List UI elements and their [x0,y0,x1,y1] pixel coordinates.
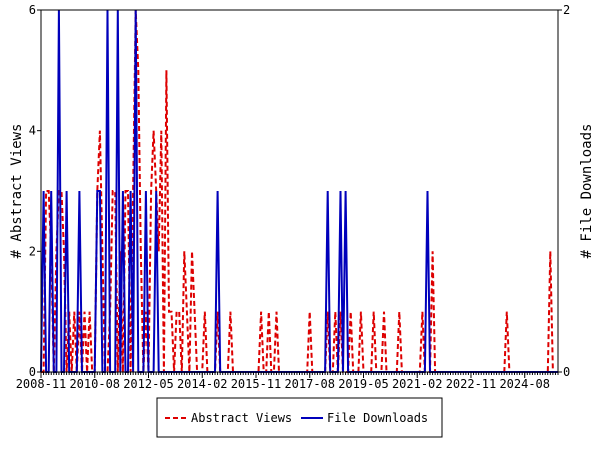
legend-label-abstract-views: Abstract Views [191,411,292,425]
x-tick-label: 2012-05 [123,377,174,391]
legend-box [156,397,443,438]
legend-label-file-downloads: File Downloads [327,411,428,425]
x-tick-label: 2008-11 [16,377,67,391]
y-left-axis-label: # Abstract Views [9,124,25,259]
series-layer [40,9,558,373]
x-tick-label: 2022-11 [446,377,497,391]
x-tick-label: 2017-08 [284,377,335,391]
x-tick-label: 2021-02 [392,377,443,391]
x-tick-label: 2014-02 [177,377,228,391]
ticks-layer: 2008-11 2010-08 2012-05 2014-02 2015-11 2017-… [16,3,571,391]
y-left-tick-label: 2 [29,244,36,258]
x-tick-label: 2010-08 [69,377,120,391]
x-tick-label: 2024-08 [499,377,550,391]
y-left-tick-label: 6 [29,3,36,17]
y-left-tick-label: 0 [29,365,36,379]
y-right-tick-label: 2 [563,3,570,17]
x-tick-label: 2015-11 [231,377,282,391]
x-tick-label: 2019-05 [338,377,389,391]
y-left-tick-label: 4 [29,124,36,138]
y-right-axis-label: # File Downloads [579,124,595,259]
y-right-tick-label: 0 [563,365,570,379]
legend: Abstract Views File Downloads [156,397,443,438]
